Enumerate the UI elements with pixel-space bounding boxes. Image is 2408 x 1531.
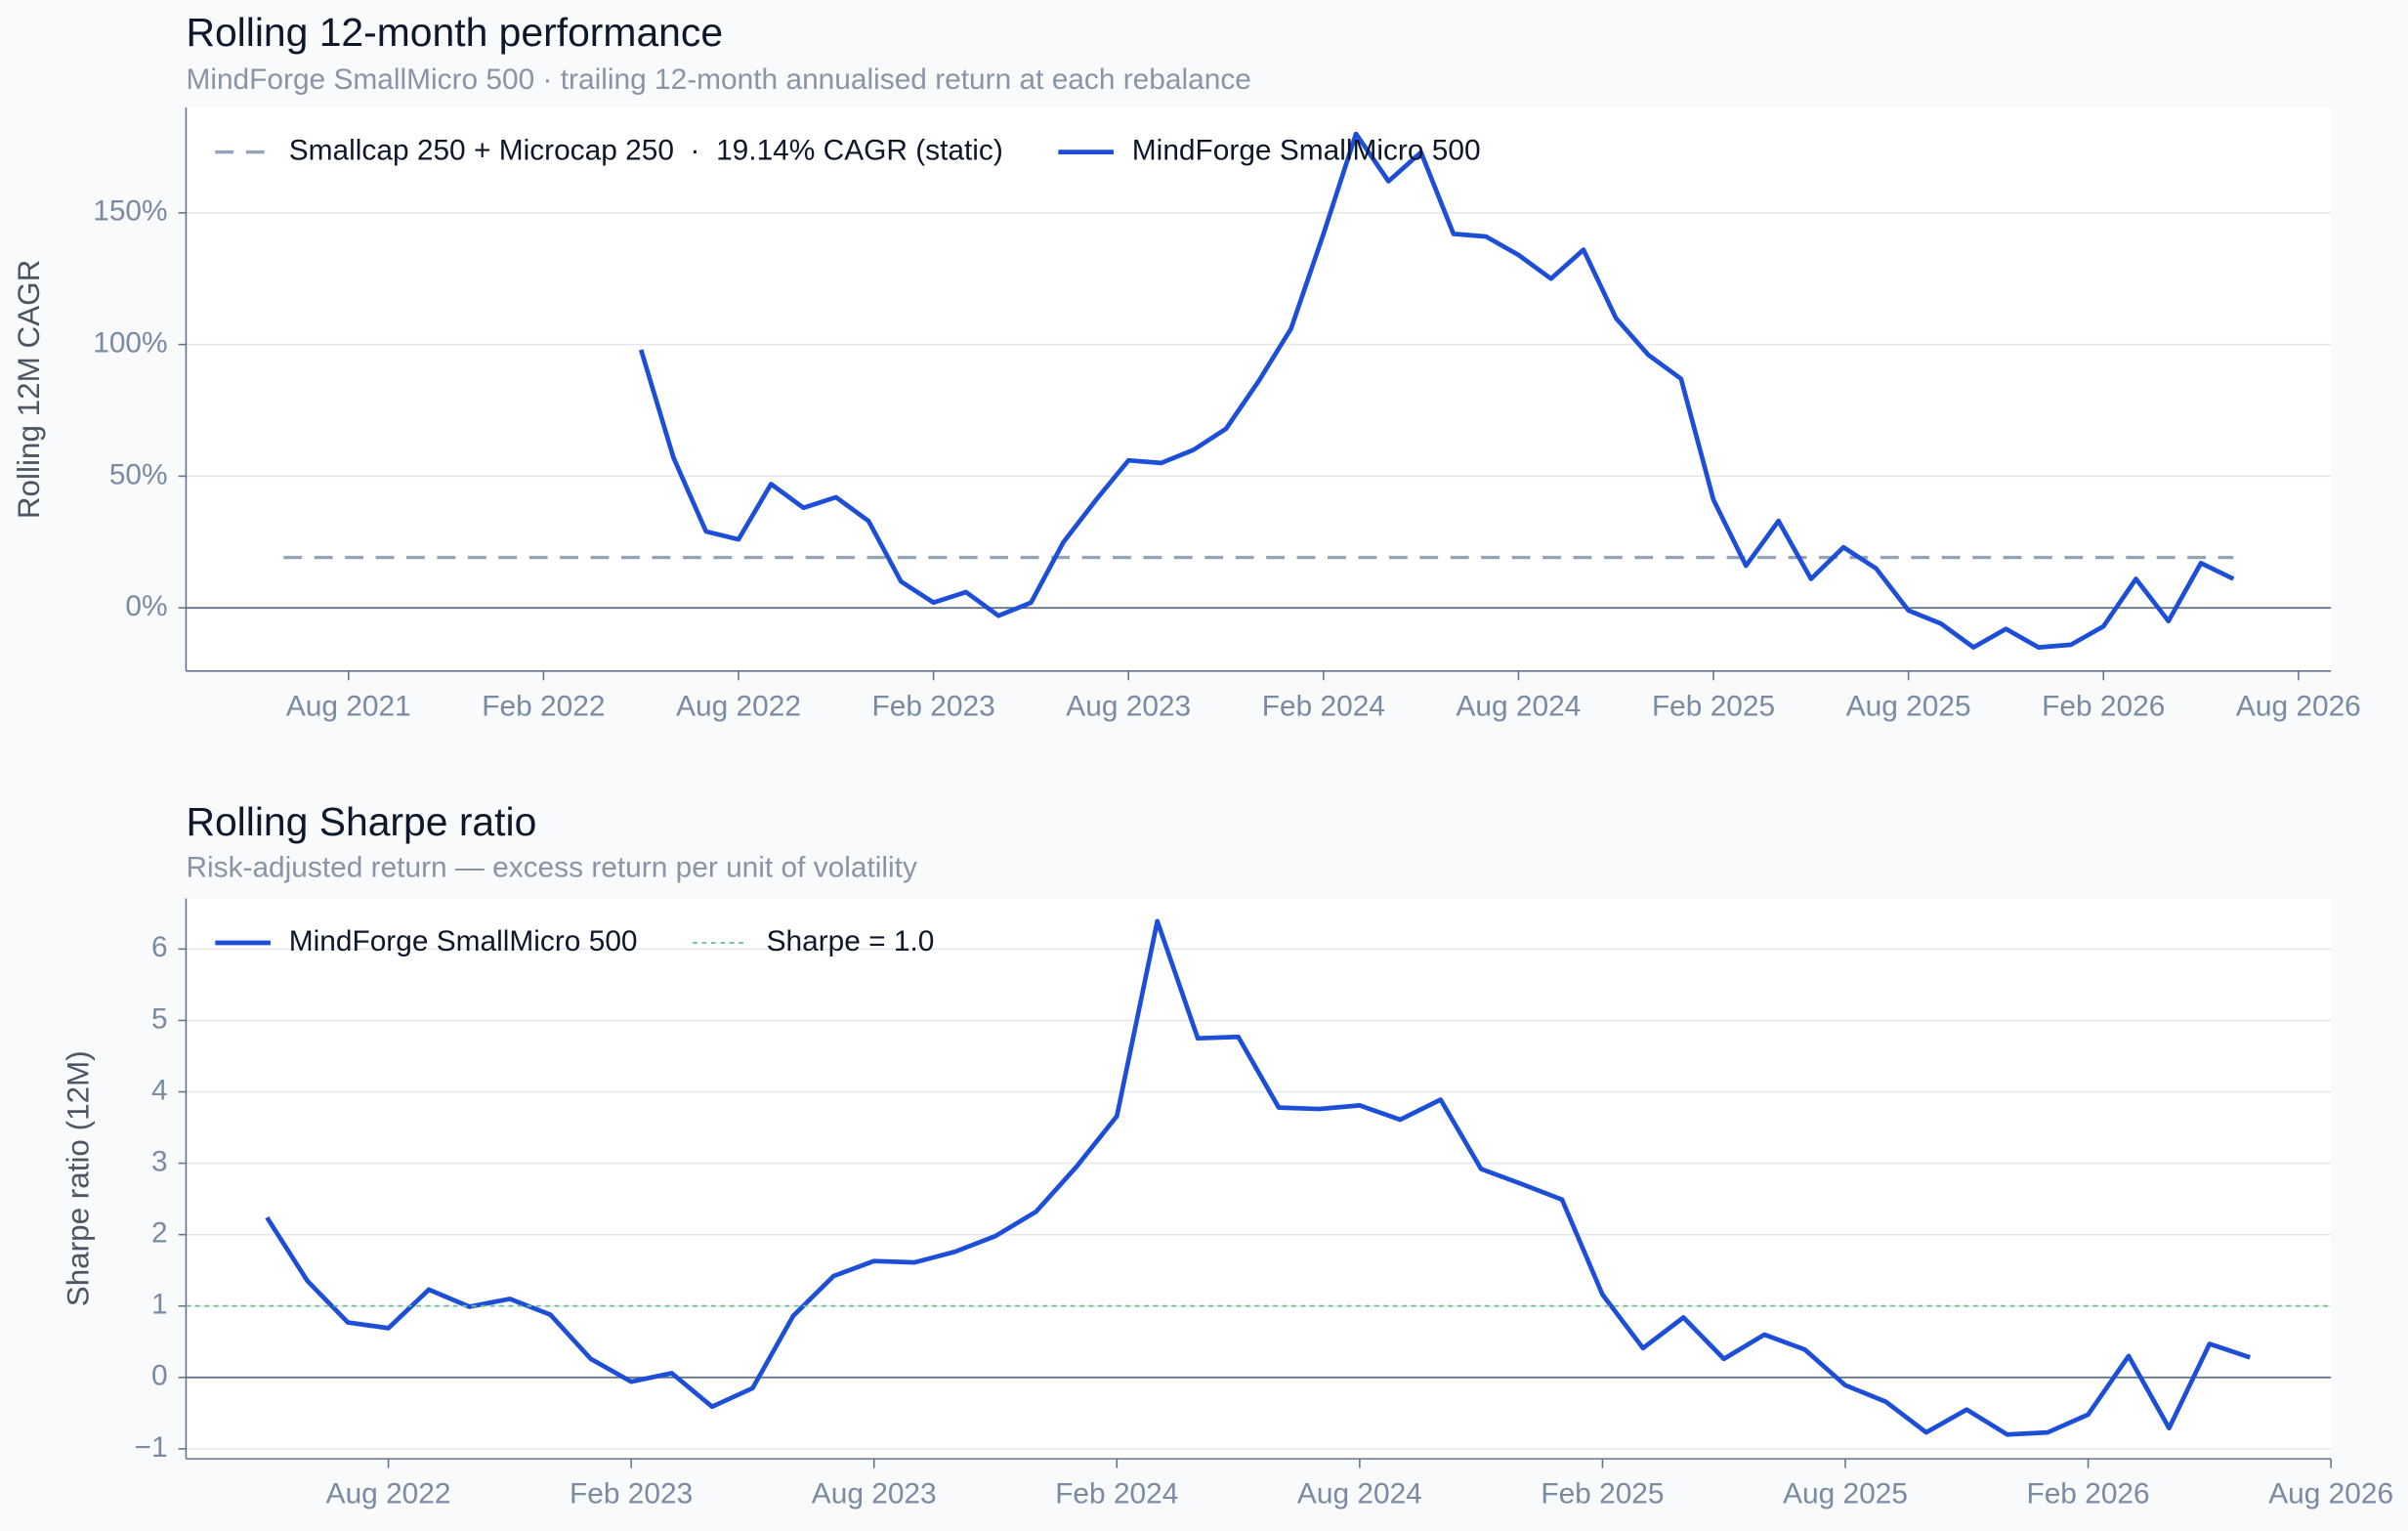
y-tick-label: 3 xyxy=(151,1145,168,1177)
legend-label: Smallcap 250 + Microcap 250 · 19.14% CAG… xyxy=(289,134,1003,166)
chart-title: Rolling Sharpe ratio xyxy=(186,799,536,844)
x-tick-label: Aug 2024 xyxy=(1457,690,1582,722)
chart-title: Rolling 12-month performance xyxy=(186,10,723,55)
x-tick-label: Aug 2022 xyxy=(326,1478,451,1510)
y-tick-label: 1 xyxy=(151,1289,168,1321)
x-tick-label: Aug 2025 xyxy=(1846,690,1971,722)
x-tick-label: Feb 2026 xyxy=(2042,690,2165,722)
plot-area xyxy=(186,898,2332,1460)
y-tick-label: 4 xyxy=(151,1074,168,1106)
y-tick-label: 6 xyxy=(151,931,168,963)
legend-label: MindForge SmallMicro 500 xyxy=(1132,134,1481,166)
x-tick-label: Feb 2025 xyxy=(1652,690,1775,722)
y-tick-label: 100% xyxy=(93,326,167,359)
x-tick-label: Feb 2023 xyxy=(570,1478,693,1510)
x-tick-label: Feb 2024 xyxy=(1055,1478,1178,1510)
series-line xyxy=(265,918,2252,1437)
y-tick-label: 5 xyxy=(151,1002,168,1035)
x-tick-label: Aug 2021 xyxy=(286,690,411,722)
y-tick-label: 2 xyxy=(151,1217,168,1250)
x-tick-label: Aug 2023 xyxy=(812,1478,937,1510)
legend-label: Sharpe = 1.0 xyxy=(767,925,935,957)
x-tick-label: Aug 2026 xyxy=(2236,690,2361,722)
chart-subtitle: MindForge SmallMicro 500 · trailing 12-m… xyxy=(186,64,1250,96)
x-tick-label: Feb 2026 xyxy=(2026,1478,2149,1510)
x-tick-label: Feb 2024 xyxy=(1262,690,1385,722)
x-tick-label: Aug 2022 xyxy=(676,690,801,722)
x-tick-label: Aug 2024 xyxy=(1297,1478,1422,1510)
y-tick-label: 150% xyxy=(93,195,167,228)
y-tick-label: −1 xyxy=(135,1431,168,1464)
y-tick-label: 50% xyxy=(109,458,168,490)
x-tick-label: Feb 2025 xyxy=(1541,1478,1664,1510)
x-tick-label: Aug 2023 xyxy=(1066,690,1191,722)
y-axis-label: Sharpe ratio (12M) xyxy=(61,1050,95,1306)
chart-subtitle: Risk-adjusted return — excess return per… xyxy=(186,851,917,883)
y-tick-label: 0% xyxy=(125,590,167,622)
plot-area xyxy=(186,107,2332,671)
legend-label: MindForge SmallMicro 500 xyxy=(289,925,638,957)
x-tick-label: Feb 2022 xyxy=(482,690,605,722)
y-tick-label: 0 xyxy=(151,1360,168,1392)
x-tick-label: Feb 2023 xyxy=(872,690,995,722)
x-tick-label: Aug 2026 xyxy=(2268,1478,2393,1510)
y-axis-label: Rolling 12M CAGR xyxy=(12,260,46,519)
x-tick-label: Aug 2025 xyxy=(1783,1478,1908,1510)
series-line xyxy=(638,131,2235,650)
